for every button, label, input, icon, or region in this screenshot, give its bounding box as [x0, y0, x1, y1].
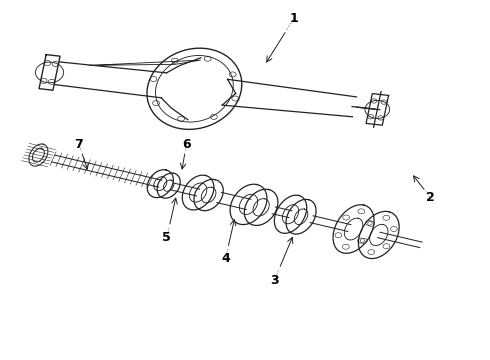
Text: 7: 7: [74, 138, 83, 150]
Text: 1: 1: [290, 12, 298, 25]
Text: 2: 2: [426, 192, 435, 204]
Text: 4: 4: [221, 252, 230, 265]
Text: 3: 3: [270, 274, 279, 287]
Text: 5: 5: [163, 231, 171, 244]
Text: 6: 6: [182, 138, 191, 150]
